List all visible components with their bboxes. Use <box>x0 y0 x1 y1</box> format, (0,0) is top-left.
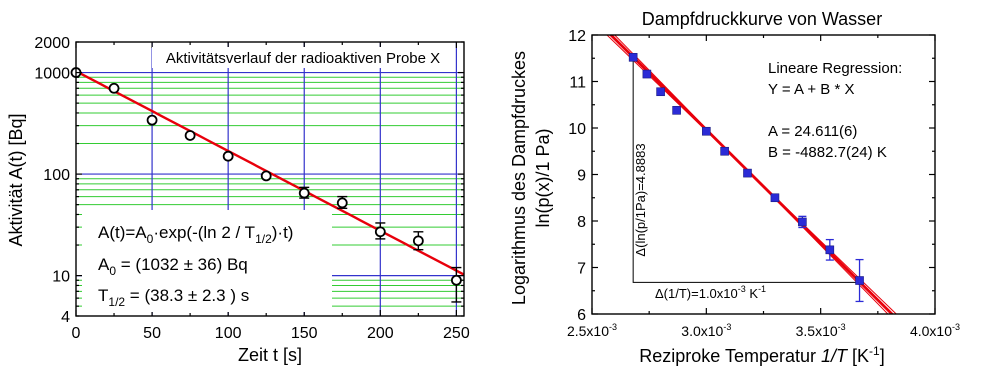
formula-line-2: A0 = (1032 ± 36) Bq <box>98 255 248 278</box>
left-y-axis-label: Aktivität A(t) [Bq] <box>6 113 26 246</box>
left-annotation-box <box>152 47 454 68</box>
left-data-point <box>374 226 386 238</box>
left-data-points <box>70 67 462 303</box>
left-y-tick-label: 2000 <box>34 35 70 52</box>
left-annotation: Aktivitätsverlauf der radioaktiven Probe… <box>166 50 440 67</box>
delta-y-label: Δ(ln(p/1Pa)=4.8883 <box>633 143 648 256</box>
right-y-tick-label: 8 <box>577 214 586 231</box>
left-data-point <box>260 170 272 182</box>
right-data-point <box>743 168 752 178</box>
slope-triangle-legs <box>632 57 860 283</box>
right-data-point <box>720 146 729 156</box>
formula-line-1: A(t)=A0·exp(-(ln 2 / T1/2)·t) <box>98 223 293 246</box>
left-y-tick-label: 10 <box>52 269 70 286</box>
right-chart-vapor-pressure: Dampfdruckkurve von Wasser 2.5x10-3 3.0x1… <box>509 9 960 366</box>
formula-line-3: T1/2 = (38.3 ± 2.3 ) s <box>98 286 249 309</box>
right-x-axis-label: Reziproke Temperatur 1/T [K-1] <box>639 344 884 366</box>
left-data-point <box>108 82 120 94</box>
right-y-tick-label: 7 <box>577 261 586 278</box>
right-data-point <box>798 217 807 227</box>
right-data-point <box>702 126 711 136</box>
left-data-point <box>336 197 348 209</box>
regression-b: B = -4882.7(24) K <box>768 144 887 161</box>
right-data-point <box>825 245 835 255</box>
delta-x-label: Δ(1/T)=1.0x10-3 K-1 <box>655 284 766 301</box>
regression-title: Lineare Regression: <box>768 60 902 77</box>
left-x-tick-label: 100 <box>215 325 242 342</box>
right-y-tick-label: 12 <box>568 28 586 45</box>
right-y-tick-label: 6 <box>577 307 586 324</box>
left-formula-box <box>82 210 332 312</box>
right-x-tick-label: 4.0x10-3 <box>910 322 960 339</box>
left-x-axis-label: Zeit t [s] <box>238 345 302 365</box>
right-x-tick-label: 3.5x10-3 <box>796 322 846 339</box>
right-data-point <box>642 69 652 79</box>
right-y-tick-label: 10 <box>568 121 586 138</box>
right-chart-title: Dampfdruckkurve von Wasser <box>642 9 882 29</box>
right-plot-area <box>592 35 935 314</box>
regression-a: A = 24.611(6) <box>768 123 857 140</box>
left-chart-decay: 0 50 100 150 200 250 4 10 100 1000 2000 Aktivitäts… <box>6 35 470 365</box>
left-data-point <box>450 274 462 286</box>
right-data-point <box>628 53 638 62</box>
left-y-tick-label: 1000 <box>34 66 70 83</box>
left-x-tick-label: 150 <box>291 325 318 342</box>
left-axis-ticks: 0 50 100 150 200 250 4 10 100 1000 2000 <box>34 35 469 342</box>
left-data-point <box>184 130 196 141</box>
left-y-tick-label: 100 <box>43 167 70 184</box>
right-y-tick-label: 9 <box>577 168 586 185</box>
left-x-tick-label: 200 <box>367 325 394 342</box>
right-data-point <box>855 276 864 285</box>
right-axis-ticks: 2.5x10-3 3.0x10-3 3.5x10-3 4.0x10-3 6 7 8 9 10 11… <box>567 28 960 339</box>
slope-triangle <box>632 57 860 283</box>
left-x-tick-label: 0 <box>72 325 81 342</box>
regression-equation: Y = A + B * X <box>768 81 854 98</box>
left-data-point <box>222 150 234 162</box>
right-y-axis-label-line-1: Logarithmus des Dampfdruckes <box>509 51 529 305</box>
right-data-point <box>672 106 681 115</box>
left-x-tick-label: 50 <box>143 325 161 342</box>
right-data-point <box>656 87 665 97</box>
left-data-point <box>412 235 424 247</box>
right-x-tick-label: 2.5x10-3 <box>567 322 617 339</box>
right-data-point <box>770 193 780 203</box>
right-x-tick-label: 3.0x10-3 <box>681 322 731 339</box>
right-data-points <box>628 53 864 303</box>
left-data-point <box>146 114 158 126</box>
left-y-tick-label: 4 <box>61 309 70 326</box>
right-y-tick-label: 11 <box>569 75 586 92</box>
right-fit-line <box>608 35 894 314</box>
left-data-point <box>298 187 310 199</box>
left-x-tick-label: 250 <box>443 325 470 342</box>
right-y-axis-label-line-2: ln(p(x)/1 Pa) <box>533 128 553 227</box>
